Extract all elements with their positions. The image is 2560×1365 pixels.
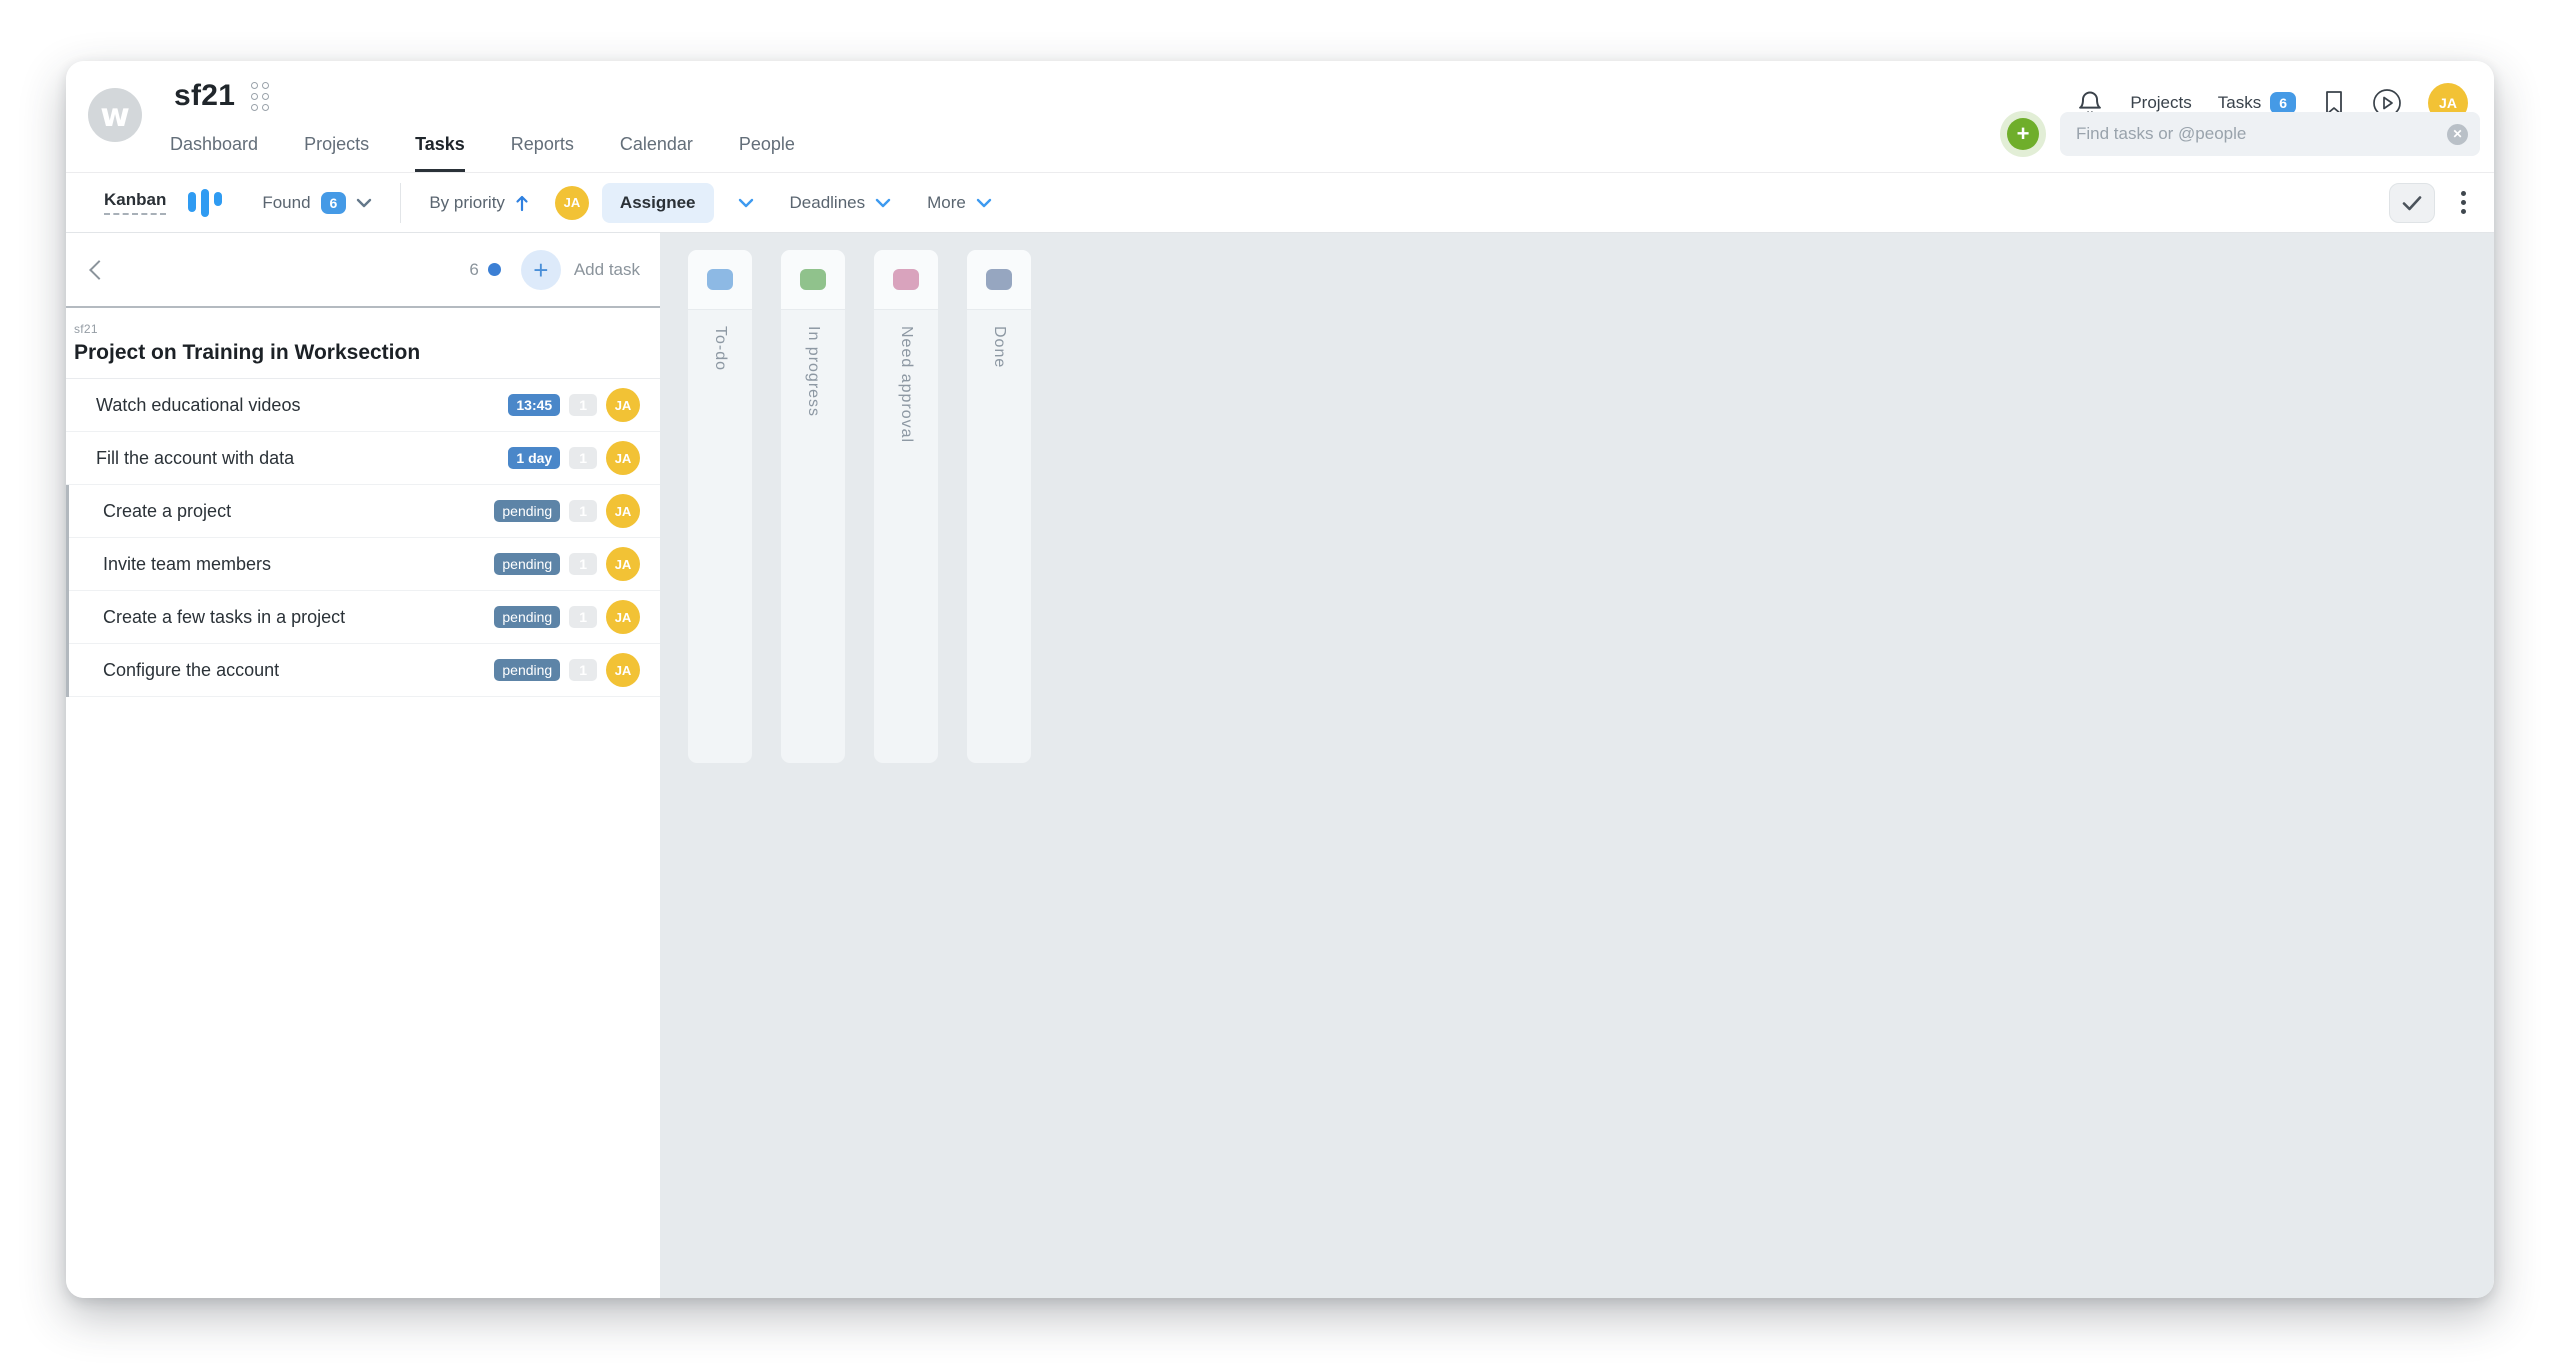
app-header: w sf21 Dashboard Projects Tasks Reports … (66, 61, 2494, 172)
global-add-button[interactable]: + (2000, 111, 2046, 157)
project-code: sf21 (74, 322, 98, 336)
task-row[interactable]: Watch educational videos 13:45 1 JA (66, 379, 660, 432)
task-assignee-avatar[interactable]: JA (606, 547, 640, 581)
column-color-chip (800, 269, 826, 290)
assignee-avatar[interactable]: JA (554, 185, 589, 220)
kanban-column-done[interactable]: Done (967, 250, 1031, 763)
workspace-menu-dots-icon[interactable] (251, 81, 270, 111)
project-title[interactable]: Project on Training in Worksection (74, 341, 421, 364)
task-assignee-avatar[interactable]: JA (606, 441, 640, 475)
workspace-logo[interactable]: w (88, 88, 142, 142)
column-label: To-do (712, 326, 729, 372)
collapse-panel-icon[interactable] (89, 259, 109, 280)
app-window: w sf21 Dashboard Projects Tasks Reports … (66, 61, 2494, 1298)
time-badge: 1 day (508, 447, 561, 469)
tasks-count-badge: 6 (2270, 92, 2296, 114)
subtask-group: Create a project pending 1 JA Invite tea… (66, 485, 660, 697)
kebab-menu-icon[interactable] (2457, 187, 2470, 218)
nav-dashboard[interactable]: Dashboard (170, 134, 259, 154)
status-badge: pending (494, 500, 561, 522)
subtask-count-badge: 1 (569, 606, 597, 628)
task-row[interactable]: Configure the account pending 1 JA (69, 644, 660, 697)
plus-icon: + (2007, 118, 2039, 150)
bookmark-icon[interactable] (2322, 90, 2346, 116)
task-row[interactable]: Invite team members pending 1 JA (69, 538, 660, 591)
task-assignee-avatar[interactable]: JA (606, 494, 640, 528)
add-task-label[interactable]: Add task (573, 259, 640, 279)
deadlines-filter[interactable]: Deadlines (790, 193, 892, 213)
sort-control[interactable]: By priority (429, 193, 529, 213)
arrow-up-icon (516, 195, 528, 211)
nav-projects[interactable]: Projects (304, 134, 370, 154)
found-count-badge: 6 (320, 191, 347, 214)
view-switcher[interactable]: Kanban (104, 190, 167, 215)
subtask-count-badge: 1 (569, 447, 597, 469)
panel-task-count: 6 (469, 259, 479, 279)
main-nav: Dashboard Projects Tasks Reports Calenda… (170, 134, 795, 172)
toolbar-divider (400, 182, 402, 223)
task-assignee-avatar[interactable]: JA (606, 600, 640, 634)
kanban-board: To-do In progress Need approval Done (660, 233, 2494, 1298)
column-label: Need approval (898, 326, 915, 444)
task-row[interactable]: Fill the account with data 1 day 1 JA (66, 432, 660, 485)
subtask-count-badge: 1 (569, 394, 597, 416)
chevron-down-icon (976, 198, 992, 207)
kanban-column-in-progress[interactable]: In progress (781, 250, 845, 763)
column-color-chip (707, 269, 733, 290)
header-tasks-link[interactable]: Tasks 6 (2218, 92, 2296, 114)
confirm-filter-button[interactable] (2389, 182, 2435, 223)
chevron-down-icon (357, 198, 372, 207)
nav-tasks[interactable]: Tasks (415, 134, 465, 172)
search-bar[interactable]: ✕ (2060, 112, 2480, 156)
task-assignee-avatar[interactable]: JA (606, 388, 640, 422)
kanban-column-need-approval[interactable]: Need approval (874, 250, 938, 763)
nav-calendar[interactable]: Calendar (619, 134, 693, 154)
count-dot (487, 263, 501, 276)
header-projects-link[interactable]: Projects (2130, 93, 2192, 112)
status-badge: pending (494, 659, 561, 681)
column-label: In progress (805, 326, 822, 418)
column-color-chip (893, 269, 919, 290)
add-task-button[interactable]: + (520, 249, 561, 290)
nav-people[interactable]: People (738, 134, 795, 154)
column-label: Done (991, 326, 1008, 369)
clear-search-icon[interactable]: ✕ (2447, 123, 2468, 145)
subtask-count-badge: 1 (569, 500, 597, 522)
column-color-chip (986, 269, 1012, 290)
nav-reports[interactable]: Reports (510, 134, 574, 154)
time-badge: 13:45 (508, 394, 561, 416)
subtask-count-badge: 1 (569, 659, 597, 681)
chevron-down-icon (738, 198, 753, 207)
kanban-icon[interactable] (188, 188, 223, 217)
more-filter[interactable]: More (927, 193, 992, 213)
task-assignee-avatar[interactable]: JA (606, 653, 640, 687)
assignee-filter[interactable]: Assignee (601, 182, 754, 223)
status-badge: pending (494, 553, 561, 575)
chevron-down-icon (875, 198, 891, 207)
found-filter[interactable]: Found 6 (262, 191, 372, 214)
status-badge: pending (494, 606, 561, 628)
subtask-count-badge: 1 (569, 553, 597, 575)
task-row[interactable]: Create a project pending 1 JA (69, 485, 660, 538)
check-icon (2402, 195, 2422, 210)
task-row[interactable]: Create a few tasks in a project pending … (69, 591, 660, 644)
kanban-column-todo[interactable]: To-do (688, 250, 752, 763)
workspace-title: sf21 (174, 79, 236, 112)
filter-toolbar: Kanban Found 6 By priority JA Assignee D… (66, 172, 2494, 233)
search-input[interactable] (2076, 124, 2447, 144)
task-list-panel: 6 + Add task sf21 Project on Training in… (66, 233, 660, 1298)
